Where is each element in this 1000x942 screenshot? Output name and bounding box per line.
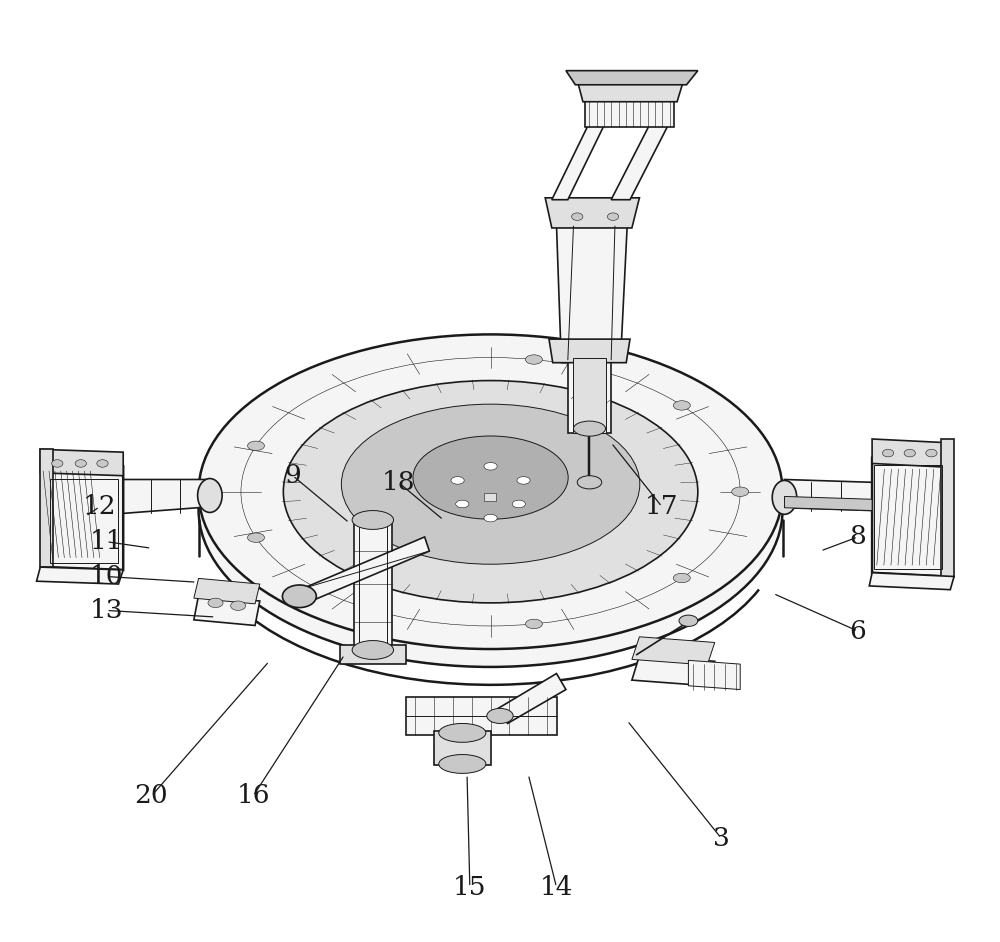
Text: 12: 12 <box>83 495 116 519</box>
Text: 8: 8 <box>850 525 866 549</box>
Ellipse shape <box>199 334 783 649</box>
Bar <box>484 493 496 501</box>
Polygon shape <box>566 71 698 85</box>
Bar <box>874 465 942 569</box>
Polygon shape <box>406 697 557 735</box>
Ellipse shape <box>352 641 394 659</box>
Ellipse shape <box>283 381 698 603</box>
Text: 6: 6 <box>850 619 866 643</box>
Text: 9: 9 <box>284 463 301 488</box>
Polygon shape <box>354 523 392 650</box>
Ellipse shape <box>357 603 374 612</box>
Ellipse shape <box>517 477 530 484</box>
Ellipse shape <box>512 500 525 508</box>
Ellipse shape <box>439 755 486 773</box>
Polygon shape <box>194 578 260 604</box>
Polygon shape <box>632 656 715 686</box>
Polygon shape <box>434 731 491 765</box>
Polygon shape <box>40 449 53 567</box>
Polygon shape <box>941 439 954 577</box>
Ellipse shape <box>525 619 542 628</box>
Ellipse shape <box>577 476 602 489</box>
Ellipse shape <box>352 511 394 529</box>
Ellipse shape <box>679 615 698 626</box>
Ellipse shape <box>248 533 264 543</box>
Polygon shape <box>549 339 630 363</box>
Ellipse shape <box>413 436 568 519</box>
Ellipse shape <box>248 441 264 450</box>
Text: 15: 15 <box>453 875 487 900</box>
Polygon shape <box>498 674 566 723</box>
Ellipse shape <box>198 479 222 512</box>
Ellipse shape <box>451 477 464 484</box>
Ellipse shape <box>572 213 583 220</box>
Polygon shape <box>340 645 406 664</box>
Polygon shape <box>611 122 670 200</box>
Text: 14: 14 <box>540 875 573 900</box>
Polygon shape <box>784 496 872 511</box>
Text: 11: 11 <box>89 529 123 554</box>
Ellipse shape <box>199 352 783 667</box>
Ellipse shape <box>772 480 797 514</box>
Polygon shape <box>557 226 627 360</box>
Ellipse shape <box>904 449 915 457</box>
Ellipse shape <box>732 487 749 496</box>
Ellipse shape <box>484 514 497 522</box>
Text: 17: 17 <box>645 495 679 519</box>
Ellipse shape <box>75 460 86 467</box>
Ellipse shape <box>882 449 894 457</box>
Ellipse shape <box>484 463 497 470</box>
Ellipse shape <box>52 460 63 467</box>
Polygon shape <box>37 567 123 584</box>
Ellipse shape <box>208 598 223 608</box>
Polygon shape <box>123 479 210 513</box>
Polygon shape <box>872 458 947 577</box>
Ellipse shape <box>456 500 469 508</box>
Ellipse shape <box>573 421 606 436</box>
Polygon shape <box>40 449 123 476</box>
Ellipse shape <box>97 460 108 467</box>
Polygon shape <box>585 99 674 127</box>
Text: 13: 13 <box>89 598 123 623</box>
Polygon shape <box>688 660 740 690</box>
Ellipse shape <box>487 708 513 723</box>
Text: 20: 20 <box>135 784 168 808</box>
Polygon shape <box>552 122 606 200</box>
Text: 3: 3 <box>713 826 730 851</box>
Text: 16: 16 <box>236 784 270 808</box>
Polygon shape <box>194 595 260 625</box>
Ellipse shape <box>525 355 542 365</box>
Polygon shape <box>573 358 606 433</box>
Ellipse shape <box>926 449 937 457</box>
Polygon shape <box>784 479 872 511</box>
Text: 18: 18 <box>382 470 415 495</box>
Ellipse shape <box>673 574 690 583</box>
Polygon shape <box>869 573 954 590</box>
Polygon shape <box>545 198 639 228</box>
Bar <box>50 479 118 563</box>
Ellipse shape <box>673 400 690 410</box>
Polygon shape <box>302 537 429 603</box>
Polygon shape <box>48 463 123 570</box>
Ellipse shape <box>341 404 640 564</box>
Polygon shape <box>577 80 684 102</box>
Polygon shape <box>632 637 715 665</box>
Polygon shape <box>568 358 611 433</box>
Ellipse shape <box>439 723 486 742</box>
Ellipse shape <box>231 601 246 610</box>
Text: 10: 10 <box>89 564 123 589</box>
Ellipse shape <box>282 585 316 608</box>
Ellipse shape <box>607 213 619 220</box>
Polygon shape <box>872 439 947 467</box>
